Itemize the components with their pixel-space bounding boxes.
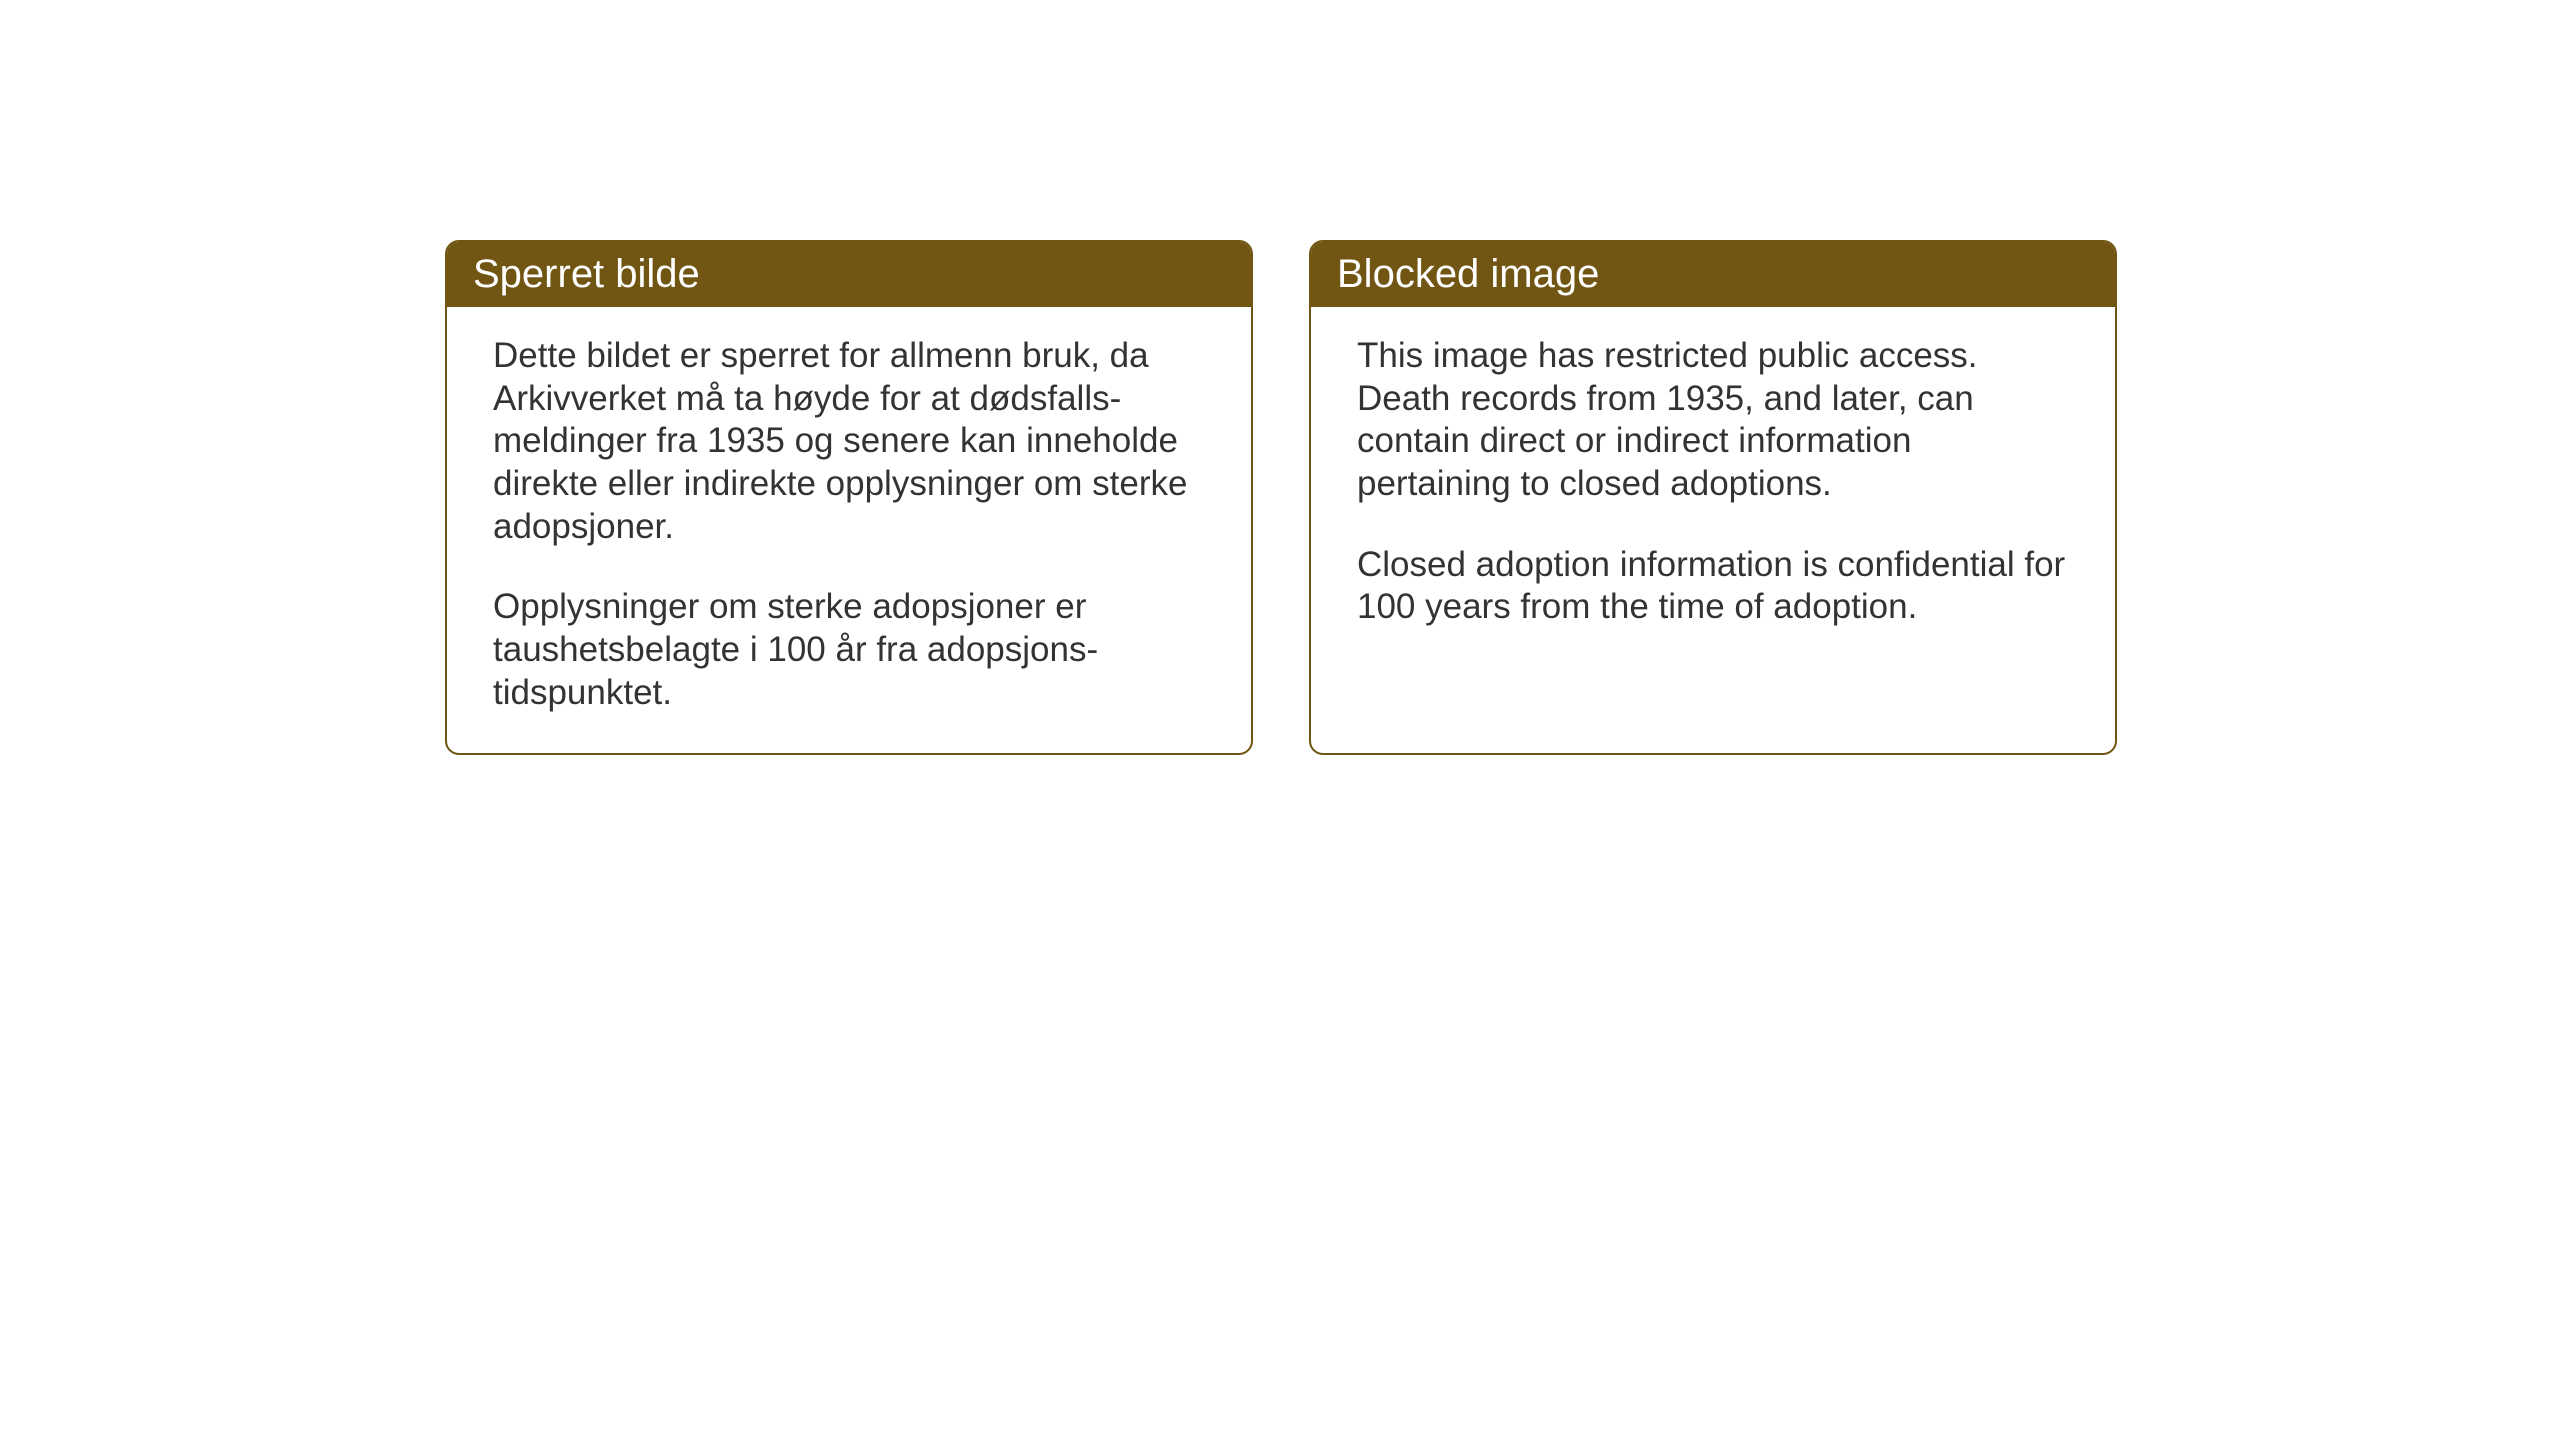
- norwegian-card-header: Sperret bilde: [447, 242, 1251, 307]
- norwegian-card-body: Dette bildet er sperret for allmenn bruk…: [447, 307, 1251, 753]
- english-card-header: Blocked image: [1311, 242, 2115, 307]
- norwegian-paragraph-1: Dette bildet er sperret for allmenn bruk…: [493, 335, 1205, 548]
- norwegian-card-title: Sperret bilde: [473, 252, 700, 296]
- norwegian-notice-card: Sperret bilde Dette bildet er sperret fo…: [445, 240, 1253, 755]
- notice-cards-container: Sperret bilde Dette bildet er sperret fo…: [445, 240, 2117, 755]
- english-paragraph-1: This image has restricted public access.…: [1357, 335, 2069, 506]
- norwegian-paragraph-2: Opplysninger om sterke adopsjoner er tau…: [493, 586, 1205, 714]
- english-paragraph-2: Closed adoption information is confident…: [1357, 544, 2069, 629]
- english-card-body: This image has restricted public access.…: [1311, 307, 2115, 747]
- english-card-title: Blocked image: [1337, 252, 1599, 296]
- english-notice-card: Blocked image This image has restricted …: [1309, 240, 2117, 755]
